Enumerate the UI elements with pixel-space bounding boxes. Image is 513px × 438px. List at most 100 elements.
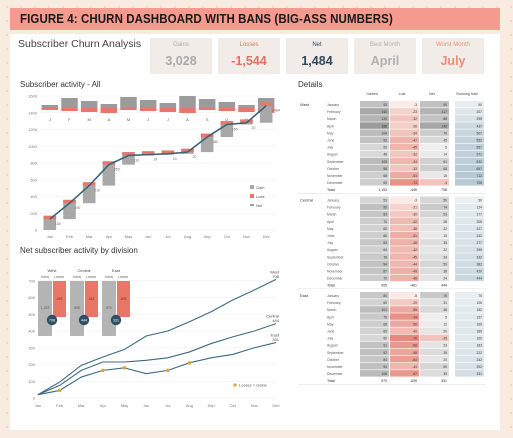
lost-cell: [390, 355, 419, 363]
series-line-central: [37, 323, 277, 396]
y-tick-label: 200: [30, 211, 37, 216]
gained-cell: [360, 196, 389, 203]
net-value-label: 190: [75, 206, 81, 210]
kpi-label: Best Month: [369, 42, 401, 48]
gained-value: 104: [381, 131, 387, 135]
y-tick-label: 1200: [28, 127, 38, 132]
net-cell: [420, 370, 449, 377]
net-cell: [420, 292, 449, 299]
y-tick-label: 600: [30, 177, 37, 182]
net-cell: [420, 179, 449, 186]
gained-value: 70: [383, 220, 387, 224]
lost-value: -74: [412, 315, 417, 319]
running-total-value: 207: [476, 110, 482, 114]
net-cell: [420, 172, 449, 179]
net-value: 5: [445, 146, 447, 150]
x-tick-label: Oct: [224, 234, 231, 239]
lost-cell: [390, 370, 419, 377]
net-value: -4: [444, 181, 447, 185]
lost-value: -44: [412, 365, 417, 369]
lost-value: -38: [412, 227, 417, 231]
net-value: 46: [443, 308, 447, 312]
running-total-value: 189: [476, 330, 482, 334]
legend-label: Net: [256, 203, 263, 208]
net-cell: [420, 232, 449, 239]
month-row-label: October: [327, 358, 340, 362]
net-cell: [420, 136, 449, 143]
strip-month-label: J: [49, 117, 51, 122]
ban-subhead: Gains: [41, 275, 50, 279]
kpi-best-month: Best Month April: [354, 38, 416, 74]
strip-bar: [159, 103, 177, 108]
lost-value: -32: [412, 117, 417, 121]
lost-cell: [390, 172, 419, 179]
month-row-label: November: [327, 365, 344, 369]
running-total-value: 242: [476, 234, 482, 238]
gained-cell: [360, 157, 389, 165]
x-tick-label: Jun: [145, 234, 151, 239]
legend-swatch: [250, 194, 254, 198]
lost-value: -56: [412, 322, 417, 326]
net-cell: [420, 157, 449, 165]
x-tick-label: Apr: [106, 234, 113, 239]
gained-cell: [360, 246, 389, 253]
running-total-value: 90: [478, 103, 482, 107]
net-cell: [420, 327, 449, 334]
month-row-label: December: [327, 277, 344, 281]
running-total-cell: [455, 232, 484, 239]
lost-value: -23: [412, 110, 417, 114]
kpi-label: Worst Month: [436, 42, 470, 48]
lost-cell: [390, 143, 419, 151]
x-tick-label: Sep: [208, 403, 216, 408]
total-value: 970: [381, 379, 387, 383]
gained-cell: [360, 129, 389, 136]
net-cell: [420, 363, 449, 370]
lost-cell: [390, 260, 419, 267]
lost-cell: [390, 122, 419, 129]
lost-value: -21: [412, 206, 417, 210]
gained-value: 94: [383, 262, 387, 266]
lost-cell: [390, 267, 419, 274]
month-row-label: November: [327, 270, 344, 274]
lost-cell: [390, 292, 419, 299]
x-tick-label: Jun: [143, 403, 149, 408]
lost-cell: [390, 327, 419, 334]
running-total-value: 152: [476, 308, 482, 312]
net-value: 75: [443, 294, 447, 298]
lost-value: -5: [414, 294, 417, 298]
net-cell: [420, 239, 449, 246]
running-total-cell: [455, 313, 484, 320]
y-tick-label: 1400: [28, 110, 38, 115]
table-column-header: Gained: [366, 92, 378, 96]
running-total-cell: [455, 143, 484, 151]
total-value: -445: [410, 188, 417, 192]
lost-value: -48: [412, 277, 417, 281]
lost-cell: [390, 363, 419, 370]
gained-value: 91: [383, 344, 387, 348]
month-row-label: January: [327, 294, 339, 298]
running-total-cell: [455, 136, 484, 143]
month-row-label: September: [327, 351, 344, 355]
gained-cell: [360, 217, 389, 225]
total-value: 905: [381, 284, 387, 288]
strip-bar: [179, 96, 196, 108]
division-net-badge: [110, 314, 122, 326]
month-row-label: September: [327, 255, 344, 259]
running-total-cell: [455, 274, 484, 282]
lost-cell: [390, 246, 419, 253]
lost-cell: [390, 164, 419, 172]
lost-cell: [390, 136, 419, 143]
net-value-label: 250: [114, 168, 120, 172]
net-cell: [420, 224, 449, 232]
division-losses-value: -639: [120, 297, 127, 301]
lost-value: -64: [412, 358, 417, 362]
running-total-cell: [455, 327, 484, 334]
net-cell: [420, 341, 449, 349]
lost-value: -29: [412, 301, 417, 305]
strip-month-label: M: [87, 117, 90, 122]
lost-value: -53: [412, 174, 417, 178]
gained-cell: [360, 267, 389, 274]
month-row-label: June: [327, 330, 334, 334]
net-value: 35: [443, 241, 447, 245]
